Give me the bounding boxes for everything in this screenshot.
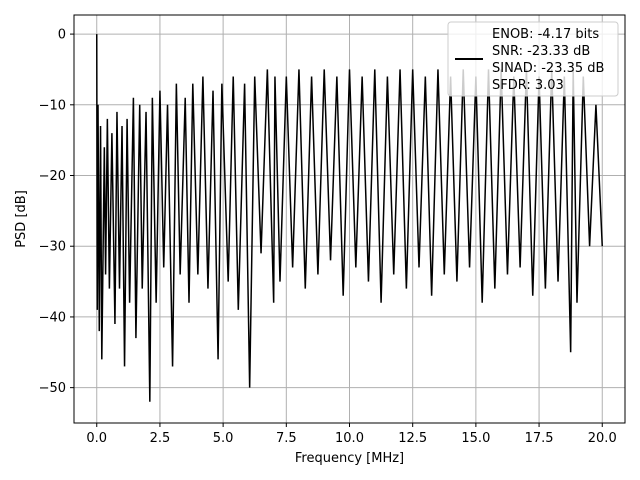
- legend-snr: SNR: -23.33 dB: [492, 44, 590, 59]
- y-axis-label: PSD [dB]: [14, 190, 29, 248]
- plot-area: [96, 34, 603, 402]
- legend-sinad: SINAD: -23.35 dB: [492, 61, 604, 76]
- x-tick-label: 2.5: [150, 431, 171, 446]
- y-tick-label: −30: [39, 240, 66, 255]
- x-tick-label: 0.0: [86, 431, 107, 446]
- legend-box: [447, 21, 619, 97]
- psd-series-line: [96, 34, 603, 402]
- y-tick-label: 0: [58, 28, 66, 43]
- x-tick-label: 20.0: [588, 431, 617, 446]
- y-tick-label: −10: [39, 98, 66, 113]
- x-tick-label: 15.0: [461, 431, 490, 446]
- legend-enob: ENOB: -4.17 bits: [492, 27, 599, 42]
- legend-sfdr: SFDR: 3.03: [492, 78, 564, 93]
- x-tick-label: 5.0: [213, 431, 234, 446]
- x-axis-label: Frequency [MHz]: [295, 451, 404, 466]
- x-tick-label: 10.0: [335, 431, 364, 446]
- legend: ENOB: -4.17 bits SNR: -23.33 dB SINAD: -…: [447, 21, 619, 97]
- y-tick-label: −50: [39, 381, 66, 396]
- y-axis-ticks: 0 −10 −20 −30 −40 −50: [39, 28, 74, 396]
- x-axis-ticks: 0.0 2.5 5.0 7.5 10.0 12.5 15.0 17.5 20.0: [86, 423, 617, 446]
- x-tick-label: 7.5: [276, 431, 297, 446]
- y-tick-label: −40: [39, 310, 66, 325]
- x-tick-label: 12.5: [398, 431, 427, 446]
- x-tick-label: 17.5: [525, 431, 554, 446]
- y-tick-label: −20: [39, 169, 66, 184]
